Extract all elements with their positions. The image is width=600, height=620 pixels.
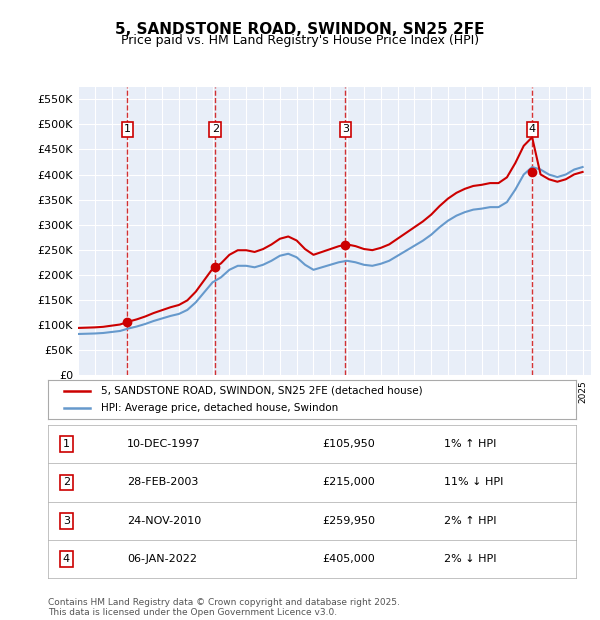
Text: 1: 1 bbox=[63, 439, 70, 449]
Text: 4: 4 bbox=[63, 554, 70, 564]
Text: 4: 4 bbox=[529, 125, 536, 135]
Text: Price paid vs. HM Land Registry's House Price Index (HPI): Price paid vs. HM Land Registry's House … bbox=[121, 34, 479, 47]
Text: 5, SANDSTONE ROAD, SWINDON, SN25 2FE: 5, SANDSTONE ROAD, SWINDON, SN25 2FE bbox=[115, 22, 485, 37]
Text: 28-FEB-2003: 28-FEB-2003 bbox=[127, 477, 199, 487]
Text: £215,000: £215,000 bbox=[323, 477, 376, 487]
Text: 5, SANDSTONE ROAD, SWINDON, SN25 2FE (detached house): 5, SANDSTONE ROAD, SWINDON, SN25 2FE (de… bbox=[101, 386, 422, 396]
Text: 1: 1 bbox=[124, 125, 131, 135]
Text: £105,950: £105,950 bbox=[323, 439, 376, 449]
Text: 1% ↑ HPI: 1% ↑ HPI bbox=[444, 439, 496, 449]
Text: 11% ↓ HPI: 11% ↓ HPI bbox=[444, 477, 503, 487]
Text: 24-NOV-2010: 24-NOV-2010 bbox=[127, 516, 202, 526]
Text: £259,950: £259,950 bbox=[323, 516, 376, 526]
Text: £405,000: £405,000 bbox=[323, 554, 376, 564]
Text: 3: 3 bbox=[342, 125, 349, 135]
Text: Contains HM Land Registry data © Crown copyright and database right 2025.
This d: Contains HM Land Registry data © Crown c… bbox=[48, 598, 400, 617]
Text: 2% ↓ HPI: 2% ↓ HPI bbox=[444, 554, 497, 564]
Text: 3: 3 bbox=[63, 516, 70, 526]
Text: HPI: Average price, detached house, Swindon: HPI: Average price, detached house, Swin… bbox=[101, 403, 338, 413]
Text: 2: 2 bbox=[212, 125, 219, 135]
Text: 2% ↑ HPI: 2% ↑ HPI bbox=[444, 516, 497, 526]
Text: 06-JAN-2022: 06-JAN-2022 bbox=[127, 554, 197, 564]
Text: 10-DEC-1997: 10-DEC-1997 bbox=[127, 439, 201, 449]
Text: 2: 2 bbox=[63, 477, 70, 487]
